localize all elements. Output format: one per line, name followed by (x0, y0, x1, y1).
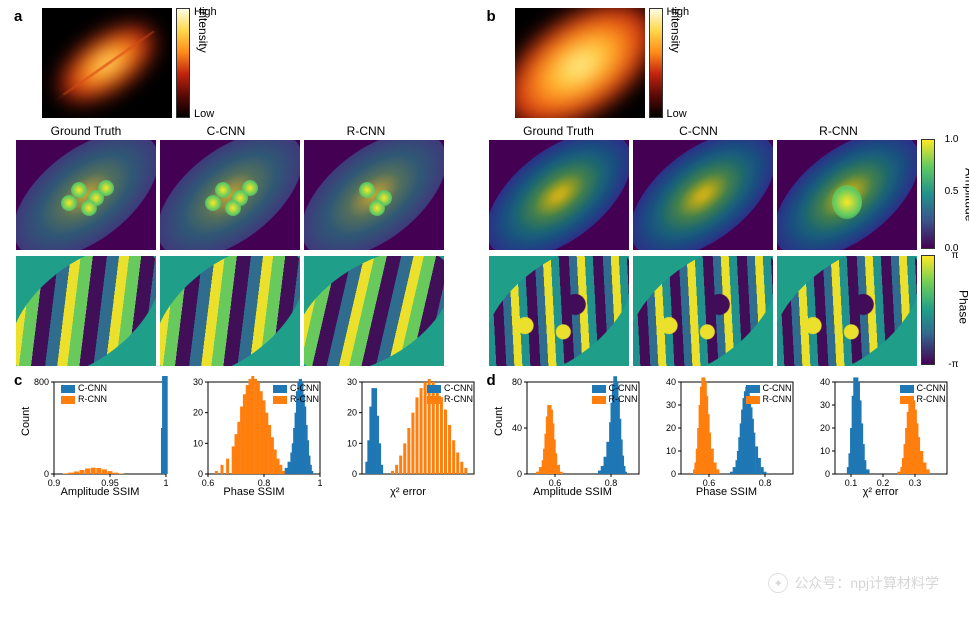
xlab-d-chi2: χ² error (811, 486, 951, 498)
colhead-a-rcnn: R-CNN (296, 124, 436, 138)
watermark-text: 公众号：npj计算材料学 (794, 573, 939, 593)
amp-b-ccnn (633, 140, 773, 250)
legend-ccnn: C-CNN (78, 383, 107, 394)
svg-text:0: 0 (670, 469, 675, 479)
panel-label-d: d (487, 372, 496, 389)
svg-text:10: 10 (347, 438, 357, 448)
amp-tick-1: 1.0 (945, 134, 959, 145)
svg-text:0: 0 (44, 469, 49, 479)
legend-d-amp: C-CNN R-CNN (591, 382, 639, 406)
colhead-b-gt: Ground Truth (489, 124, 629, 138)
panel-b-top: b High Low Intensity (485, 8, 958, 118)
watermark: ✦ 公众号：npj计算材料学 (768, 573, 939, 593)
svg-text:10: 10 (193, 438, 203, 448)
cbar-high-a: High (194, 6, 217, 18)
hist-c-phase: 0.60.810102030 C-CNN R-CNN Phase SSIM (184, 376, 324, 496)
figure: a High Low Intensity b (0, 0, 969, 623)
cbar-high-b: High (667, 6, 690, 18)
xlab-c-chi2: χ² error (338, 486, 478, 498)
svg-text:20: 20 (193, 408, 203, 418)
colhead-a-ccnn: C-CNN (156, 124, 296, 138)
amp-b-rcnn (777, 140, 917, 250)
amplitude-label: Amplitude (963, 168, 969, 221)
phase-label: Phase (957, 290, 969, 324)
colhead-b-ccnn: C-CNN (629, 124, 769, 138)
phs-b-rcnn (777, 256, 917, 366)
svg-text:30: 30 (347, 377, 357, 387)
xlab-d-amp: Amplitude SSIM (503, 486, 643, 498)
intensity-colorbar-a: High Low (176, 8, 190, 118)
svg-text:10: 10 (819, 446, 829, 456)
amp-a-ccnn (160, 140, 300, 250)
amplitude-colorbar: 1.0 0.5 0.0 Amplitude (917, 138, 935, 250)
panel-a-top: a High Low Intensity (12, 8, 485, 118)
svg-text:30: 30 (819, 400, 829, 410)
svg-text:30: 30 (193, 377, 203, 387)
legend-rcnn: R-CNN (78, 394, 107, 405)
svg-text:800: 800 (34, 377, 49, 387)
amp-b-gt (489, 140, 629, 250)
amp-tick-05: 0.5 (945, 186, 959, 197)
colhead-b-rcnn: R-CNN (769, 124, 909, 138)
svg-text:20: 20 (819, 423, 829, 433)
svg-text:40: 40 (665, 377, 675, 387)
intensity-image-b (515, 8, 645, 118)
legend-d-chi2: C-CNN R-CNN (899, 382, 947, 406)
legend-c-phase: C-CNN R-CNN (272, 382, 320, 406)
xlab-c-phase: Phase SSIM (184, 486, 324, 498)
phs-a-rcnn (304, 256, 444, 366)
watermark-icon: ✦ (768, 573, 788, 593)
amplitude-row: 1.0 0.5 0.0 Amplitude (12, 138, 957, 250)
hist-d-chi2: 0.10.20.3010203040 C-CNN R-CNN χ² error (811, 376, 951, 496)
legend-c-chi2: C-CNN R-CNN (426, 382, 474, 406)
phase-colorbar: π -π Phase (917, 254, 935, 366)
top-row: a High Low Intensity b (12, 8, 957, 118)
amp-a-rcnn (304, 140, 444, 250)
hist-row: c Count 0.90.9510800 C-CNN R-CNN Amplitu… (12, 366, 957, 496)
svg-text:20: 20 (665, 423, 675, 433)
colhead-a-gt: Ground Truth (16, 124, 156, 138)
svg-text:30: 30 (665, 400, 675, 410)
xlab-c-amp: Amplitude SSIM (30, 486, 170, 498)
panel-label-a: a (14, 8, 22, 25)
hist-c-amp: Count 0.90.9510800 C-CNN R-CNN Amplitude… (30, 376, 170, 496)
hist-d-phase: 0.60.8010203040 C-CNN R-CNN Phase SSIM (657, 376, 797, 496)
phs-a-ccnn (160, 256, 300, 366)
intensity-colorbar-b: High Low (649, 8, 663, 118)
svg-text:40: 40 (819, 377, 829, 387)
panel-label-c: c (14, 372, 22, 389)
phs-a-gt (16, 256, 156, 366)
phase-row: π -π Phase (12, 254, 957, 366)
phs-b-gt (489, 256, 629, 366)
hist-c-chi2: 0 10 20 30 C-CNN R-CNN χ² error (338, 376, 478, 496)
svg-text:40: 40 (511, 423, 521, 433)
xlab-d-phase: Phase SSIM (657, 486, 797, 498)
colhead-row: Ground Truth C-CNN R-CNN Ground Truth C-… (12, 118, 957, 138)
svg-text:10: 10 (665, 446, 675, 456)
panel-label-b: b (487, 8, 496, 25)
svg-text:20: 20 (347, 408, 357, 418)
svg-text:0: 0 (352, 469, 357, 479)
svg-text:0: 0 (516, 469, 521, 479)
amp-a-gt (16, 140, 156, 250)
legend-d-phase: C-CNN R-CNN (745, 382, 793, 406)
phs-b-ccnn (633, 256, 773, 366)
phs-tick-pi: π (952, 250, 959, 261)
svg-text:0: 0 (824, 469, 829, 479)
legend-c-amp: C-CNN R-CNN (60, 382, 108, 406)
svg-text:80: 80 (511, 377, 521, 387)
hist-d-amp: Count 0.60.804080 C-CNN R-CNN Amplitude … (503, 376, 643, 496)
svg-text:0: 0 (198, 469, 203, 479)
intensity-image-a (42, 8, 172, 118)
